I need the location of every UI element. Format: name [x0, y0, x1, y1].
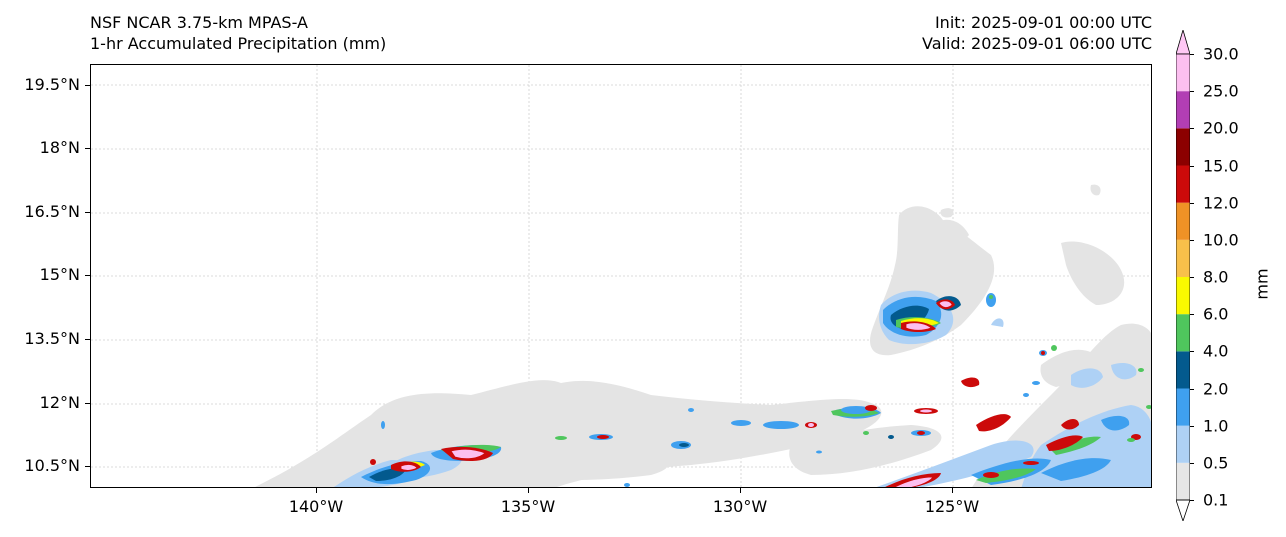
colorbar-segment [1176, 239, 1190, 277]
colorbar-segment [1176, 462, 1190, 500]
colorbar-segment [1176, 277, 1190, 315]
colorbar-level-label: 4.0 [1203, 341, 1229, 361]
lat-tickmark [85, 148, 90, 149]
lon-tick-label: 125°W [924, 497, 980, 516]
colorbar-level-label: 8.0 [1203, 267, 1229, 287]
colorbar [1176, 30, 1190, 521]
lon-tick-label: 130°W [712, 497, 768, 516]
colorbar-segment [1176, 425, 1190, 463]
colorbar-level-label: 1.0 [1203, 416, 1229, 436]
lat-tick-label: 10.5°N [24, 456, 80, 475]
precipitation-map [91, 65, 1151, 487]
colorbar-level-label: 25.0 [1203, 81, 1239, 101]
model-name: NSF NCAR 3.75-km MPAS-A [90, 13, 308, 32]
colorbar-level-label: 0.1 [1203, 490, 1229, 510]
lat-tick-label: 12°N [39, 393, 80, 412]
scattered-cells [370, 293, 1151, 487]
chart-title-right: Init: 2025-09-01 00:00 UTC Valid: 2025-0… [922, 12, 1152, 54]
colorbar-segment [1176, 351, 1190, 389]
colorbar-tickmark [1190, 425, 1194, 427]
colorbar-tickmark [1190, 314, 1194, 316]
colorbar-segment [1176, 202, 1190, 240]
lat-tickmark [85, 85, 90, 86]
colorbar-segment [1176, 91, 1190, 129]
lat-tick-label: 18°N [39, 138, 80, 157]
pink-precip-cores [400, 300, 953, 487]
lon-tick-label: 135°W [500, 497, 556, 516]
colorbar-tickmark [1190, 351, 1194, 353]
colorbar-level-label: 15.0 [1203, 156, 1239, 175]
lat-tickmark [85, 403, 90, 404]
colorbar-tickmark [1190, 128, 1194, 130]
colorbar-tickmark [1190, 277, 1194, 278]
lat-tickmark [85, 339, 90, 340]
colorbar-tickmark [1190, 165, 1194, 167]
lat-tick-label: 19.5°N [24, 75, 80, 94]
colorbar-min-extension [1176, 499, 1190, 521]
lon-tickmark [316, 488, 317, 493]
colorbar-segment [1176, 54, 1190, 92]
chart-title-left: NSF NCAR 3.75-km MPAS-A 1-hr Accumulated… [90, 12, 386, 54]
colorbar-tickmark [1190, 462, 1194, 464]
lat-tick-label: 16.5°N [24, 202, 80, 221]
colorbar-segment [1176, 165, 1190, 203]
colorbar-segment [1176, 314, 1190, 352]
lat-tick-label: 13.5°N [24, 329, 80, 348]
field-name: 1-hr Accumulated Precipitation (mm) [90, 34, 387, 53]
lon-tick-label: 140°W [288, 497, 344, 516]
lon-tickmark [528, 488, 529, 493]
colorbar-tickmark [1190, 54, 1194, 55]
lat-tick-label: 15°N [39, 265, 80, 284]
colorbar-max-extension [1176, 30, 1190, 55]
colorbar-level-label: 10.0 [1203, 230, 1239, 250]
init-time: Init: 2025-09-01 00:00 UTC [934, 13, 1152, 32]
lon-tickmark [740, 488, 741, 493]
valid-time: Valid: 2025-09-01 06:00 UTC [921, 34, 1152, 53]
colorbar-tickmark [1190, 500, 1194, 501]
colorbar-level-label: 6.0 [1203, 304, 1229, 324]
colorbar-level-label: 12.0 [1203, 193, 1239, 213]
map-panel [90, 64, 1152, 488]
colorbar-level-label: 2.0 [1203, 379, 1229, 398]
colorbar-segments [1176, 54, 1190, 500]
colorbar-tickmark [1190, 202, 1194, 204]
colorbar-level-label: 30.0 [1203, 44, 1239, 64]
colorbar-level-label: 20.0 [1203, 118, 1239, 138]
colorbar-segment [1176, 388, 1190, 426]
colorbar-tickmark [1190, 91, 1194, 93]
colorbar-segment [1176, 128, 1190, 166]
lon-tickmark [952, 488, 953, 493]
lat-tickmark [85, 275, 90, 276]
colorbar-unit-label: mm [1252, 268, 1272, 300]
colorbar-tickmark [1190, 239, 1194, 241]
colorbar-level-label: 0.5 [1203, 453, 1229, 473]
lat-tickmark [85, 466, 90, 467]
lat-tickmark [85, 212, 90, 213]
colorbar-tickmark [1190, 388, 1194, 390]
